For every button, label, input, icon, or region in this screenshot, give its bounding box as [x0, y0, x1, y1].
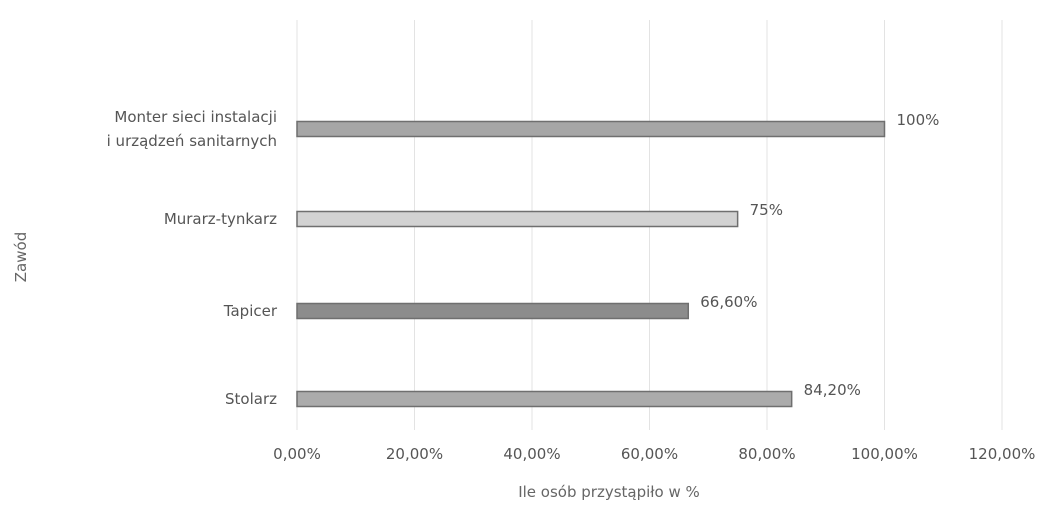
- data-labels: 100% 75% 66,60% 84,20%: [700, 111, 939, 399]
- category-label: Monter sieci instalacji i urządzeń sanita…: [107, 108, 277, 150]
- x-tick-label: 60,00%: [621, 445, 678, 463]
- bar: [296, 120, 886, 138]
- bar: [296, 390, 793, 408]
- category-label: Murarz-tynkarz: [164, 210, 277, 228]
- data-label: 100%: [897, 111, 940, 129]
- bars: [296, 120, 886, 408]
- x-tick-label: 120,00%: [969, 445, 1036, 463]
- data-label: 75%: [750, 201, 783, 219]
- x-tick-label: 80,00%: [738, 445, 795, 463]
- category-label-line: Stolarz: [225, 390, 277, 408]
- x-tick-label: 40,00%: [503, 445, 560, 463]
- y-axis-title: Zawód: [12, 232, 30, 282]
- category-label-line: Monter sieci instalacji: [114, 108, 277, 126]
- x-tick-label: 0,00%: [273, 445, 321, 463]
- bar: [296, 210, 739, 228]
- category-label: Tapicer: [223, 302, 278, 320]
- data-label: 84,20%: [804, 381, 861, 399]
- x-tick-labels: 0,00% 20,00% 40,00% 60,00% 80,00% 100,00% 120,…: [273, 445, 1035, 463]
- category-label-line: i urządzeń sanitarnych: [107, 132, 277, 150]
- x-axis-title: Ile osób przystąpiło w %: [518, 483, 700, 501]
- bar: [296, 302, 690, 320]
- category-labels: Monter sieci instalacji i urządzeń sanita…: [107, 108, 278, 408]
- x-tick-label: 20,00%: [386, 445, 443, 463]
- category-label-line: Murarz-tynkarz: [164, 210, 277, 228]
- category-label-line: Tapicer: [223, 302, 278, 320]
- x-tick-label: 100,00%: [851, 445, 918, 463]
- category-label: Stolarz: [225, 390, 277, 408]
- data-label: 66,60%: [700, 293, 757, 311]
